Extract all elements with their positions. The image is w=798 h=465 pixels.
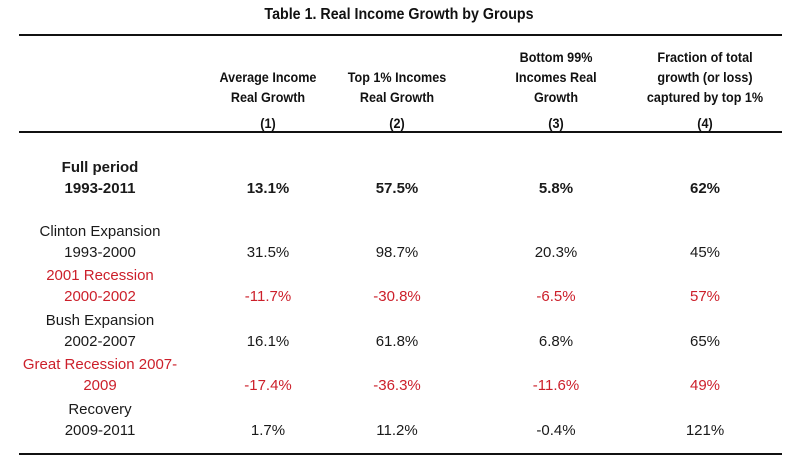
header-rule <box>19 131 782 133</box>
row-label-line1: Bush Expansion <box>45 312 155 329</box>
header-line: Incomes Real <box>515 69 597 85</box>
header-line: Growth <box>533 89 579 105</box>
table-cell: 45% <box>689 244 721 261</box>
row-label-line2: 2009-2011 <box>64 422 136 439</box>
table-cell: -11.6% <box>532 377 580 394</box>
column-header-top1: Top 1% Incomes Real Growth (2) <box>334 67 460 133</box>
header-line: Top 1% Incomes <box>347 69 447 85</box>
header-line: Real Growth <box>230 89 306 105</box>
header-line: Bottom 99% <box>519 49 593 65</box>
column-number: (4) <box>697 115 713 131</box>
row-label-line1: Full period <box>61 159 139 176</box>
table-cell: 98.7% <box>375 244 419 261</box>
table-cell: 57% <box>689 288 721 305</box>
table-cell: -0.4% <box>536 422 576 439</box>
row-label-line2: 2009 <box>83 377 117 394</box>
table-cell: 20.3% <box>534 244 578 261</box>
table-cell: 57.5% <box>375 180 419 197</box>
row-label-line2: 1993-2011 <box>64 180 136 197</box>
table-cell: -6.5% <box>536 288 576 305</box>
table-cell: 61.8% <box>375 333 419 350</box>
column-number: (1) <box>260 115 276 131</box>
table-cell: 13.1% <box>246 180 290 197</box>
table-title: Table 1. Real Income Growth by Groups <box>264 6 534 23</box>
column-header-bottom99: Bottom 99% Incomes Real Growth (3) <box>493 47 619 133</box>
top-rule <box>19 34 782 36</box>
row-label-line1: Recovery <box>68 401 132 418</box>
table-cell: 6.8% <box>538 333 574 350</box>
table-cell: 121% <box>685 422 725 439</box>
row-label-line2: 2000-2002 <box>64 288 136 305</box>
header-line: growth (or loss) <box>657 69 753 85</box>
table-cell: 65% <box>689 333 721 350</box>
row-label-line2: 1993-2000 <box>64 244 136 261</box>
table-cell: 31.5% <box>246 244 290 261</box>
header-line: captured by top 1% <box>646 89 764 105</box>
table-cell: -11.7% <box>244 288 292 305</box>
table-cell: -17.4% <box>244 377 292 394</box>
column-number: (2) <box>389 115 405 131</box>
column-number: (3) <box>548 115 564 131</box>
header-line: Fraction of total <box>657 49 753 65</box>
column-header-fraction-top1: Fraction of total growth (or loss) captu… <box>633 47 777 133</box>
row-label-line1: Clinton Expansion <box>39 223 161 240</box>
bottom-rule <box>19 453 782 455</box>
row-label-line2: 2002-2007 <box>64 333 136 350</box>
header-line: Average Income <box>219 69 317 85</box>
table-cell: 16.1% <box>246 333 290 350</box>
table-cell: -36.3% <box>373 377 421 394</box>
row-label-line1: Great Recession 2007- <box>22 356 178 373</box>
table-cell: 1.7% <box>250 422 286 439</box>
table-cell: 5.8% <box>538 180 574 197</box>
table-cell: 11.2% <box>376 422 418 439</box>
header-line: Real Growth <box>359 89 435 105</box>
table-cell: 49% <box>689 377 721 394</box>
table-cell: 62% <box>689 180 721 197</box>
column-header-average-income: Average Income Real Growth (1) <box>205 67 331 133</box>
table-cell: -30.8% <box>373 288 421 305</box>
row-label-line1: 2001 Recession <box>46 267 154 284</box>
